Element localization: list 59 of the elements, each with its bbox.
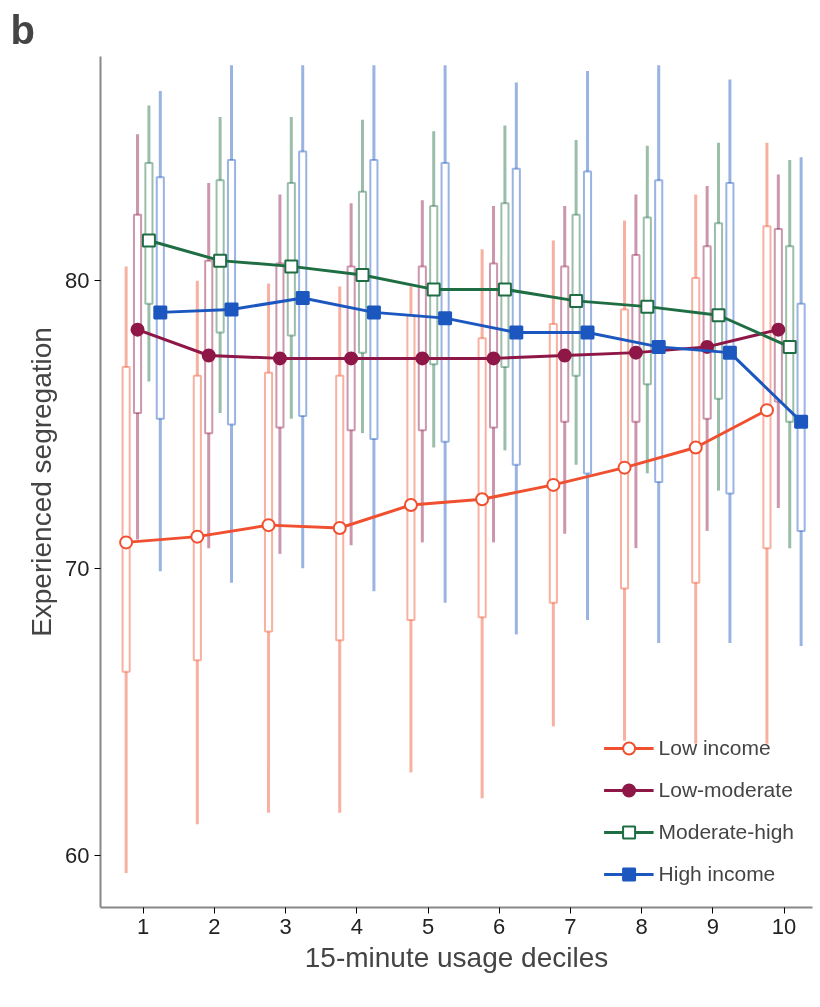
- legend-label: Low-moderate: [658, 778, 793, 802]
- x-axis-title: 15-minute usage deciles: [304, 941, 609, 973]
- point: [355, 268, 370, 282]
- point: [711, 308, 726, 323]
- point: [224, 302, 239, 317]
- x-tick-label: 2: [208, 913, 221, 939]
- point: [782, 339, 797, 354]
- point: [580, 325, 595, 340]
- point: [201, 348, 216, 363]
- x-tick-label: 4: [350, 913, 363, 939]
- legend-label: High income: [658, 862, 776, 886]
- point: [438, 311, 453, 326]
- point: [213, 253, 228, 268]
- point: [141, 233, 156, 248]
- point: [759, 403, 774, 418]
- point: [771, 322, 786, 337]
- point: [688, 440, 703, 455]
- x-tick-label: 6: [493, 913, 506, 939]
- point: [557, 348, 572, 363]
- y-tick-label: 60: [65, 843, 90, 869]
- point: [546, 477, 561, 492]
- point: [628, 345, 643, 360]
- x-tick-label: 1: [137, 913, 150, 939]
- x-tick-label: 3: [279, 913, 292, 939]
- x-tick-label: 5: [421, 913, 435, 939]
- point: [119, 535, 134, 550]
- x-tick-label: 7: [564, 913, 577, 939]
- point: [722, 345, 737, 360]
- point: [651, 339, 666, 354]
- point: [153, 305, 168, 320]
- y-tick-label: 70: [65, 555, 90, 581]
- point: [617, 460, 632, 475]
- point: [794, 414, 809, 429]
- point: [332, 521, 347, 535]
- point: [497, 282, 512, 297]
- x-tick-label: 10: [771, 913, 797, 939]
- point: [190, 529, 205, 544]
- point: [344, 351, 359, 366]
- point: [261, 518, 276, 533]
- point: [509, 325, 524, 340]
- y-tick-label: 80: [65, 268, 90, 294]
- point: [486, 351, 501, 366]
- point: [475, 492, 490, 507]
- point: [130, 322, 145, 337]
- point: [640, 299, 655, 314]
- point: [403, 498, 418, 512]
- point: [295, 291, 310, 305]
- legend-label: Low income: [658, 736, 771, 760]
- legend-label: Moderate-high: [658, 820, 794, 844]
- point: [415, 351, 430, 366]
- y-axis-title: Experienced segregation: [26, 327, 58, 637]
- point: [569, 293, 584, 308]
- point: [284, 259, 299, 274]
- point: [272, 351, 287, 366]
- point: [426, 282, 441, 297]
- x-tick-label: 8: [635, 913, 648, 939]
- x-tick-label: 9: [706, 913, 719, 939]
- chart-title: b: [10, 7, 35, 52]
- point: [366, 305, 381, 320]
